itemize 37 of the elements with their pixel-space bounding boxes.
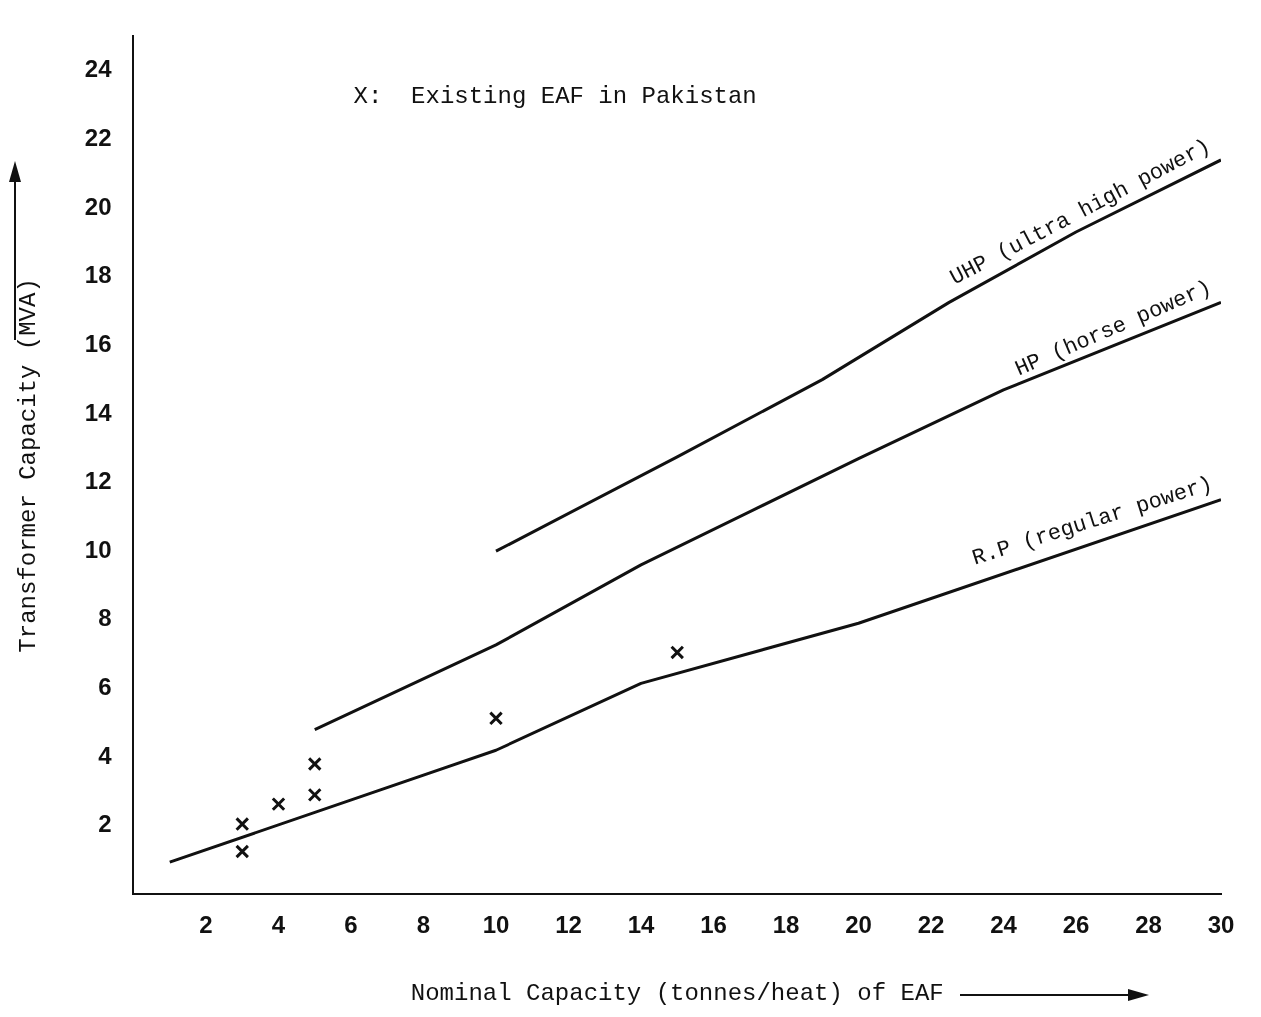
x-axis-title: Nominal Capacity (tonnes/heat) of EAF [410, 979, 944, 1007]
y-tick-label: 24 [84, 55, 113, 83]
point [235, 844, 250, 859]
y-tick-label: 22 [84, 123, 112, 151]
y-tick-label: 8 [98, 604, 112, 632]
x-tick-label: 8 [416, 911, 431, 939]
point [670, 645, 685, 660]
point [271, 796, 286, 812]
point [488, 711, 504, 726]
x-tick-label: 2 [199, 911, 213, 939]
x-tick-label: 30 [1207, 911, 1235, 939]
y-tick-label: 12 [84, 467, 112, 495]
x-tick-label: 12 [555, 911, 582, 939]
y-tick-label: 20 [84, 192, 112, 220]
x-tick-label: 28 [1135, 911, 1162, 939]
x-tick-label: 20 [845, 911, 872, 939]
x-tick-label: 24 [990, 911, 1018, 939]
x-tick-label: 16 [700, 911, 727, 939]
y-tick-label: 4 [98, 741, 113, 769]
y-tick-label: 6 [98, 673, 112, 701]
annotation: X: Existing EAF in Pakistan [353, 82, 757, 110]
x-tick-label: 18 [772, 911, 800, 939]
y-tick-label: 2 [98, 810, 112, 838]
y-axis-title: Transformer Capacity (MVA) [14, 278, 42, 653]
y-tick-label: 18 [84, 261, 112, 289]
y-tick-label: 16 [84, 329, 112, 357]
x-tick-label: 14 [627, 911, 655, 939]
x-tick-label: 4 [271, 911, 286, 939]
x-tick-label: 10 [482, 911, 510, 939]
y-tick-label: 10 [84, 535, 112, 563]
x-tick-label: 22 [917, 911, 945, 939]
x-tick-label: 6 [344, 911, 358, 939]
point [235, 816, 250, 832]
point [307, 756, 322, 772]
x-tick-label: 26 [1062, 911, 1090, 939]
y-tick-label: 14 [84, 398, 113, 426]
point [307, 787, 322, 803]
